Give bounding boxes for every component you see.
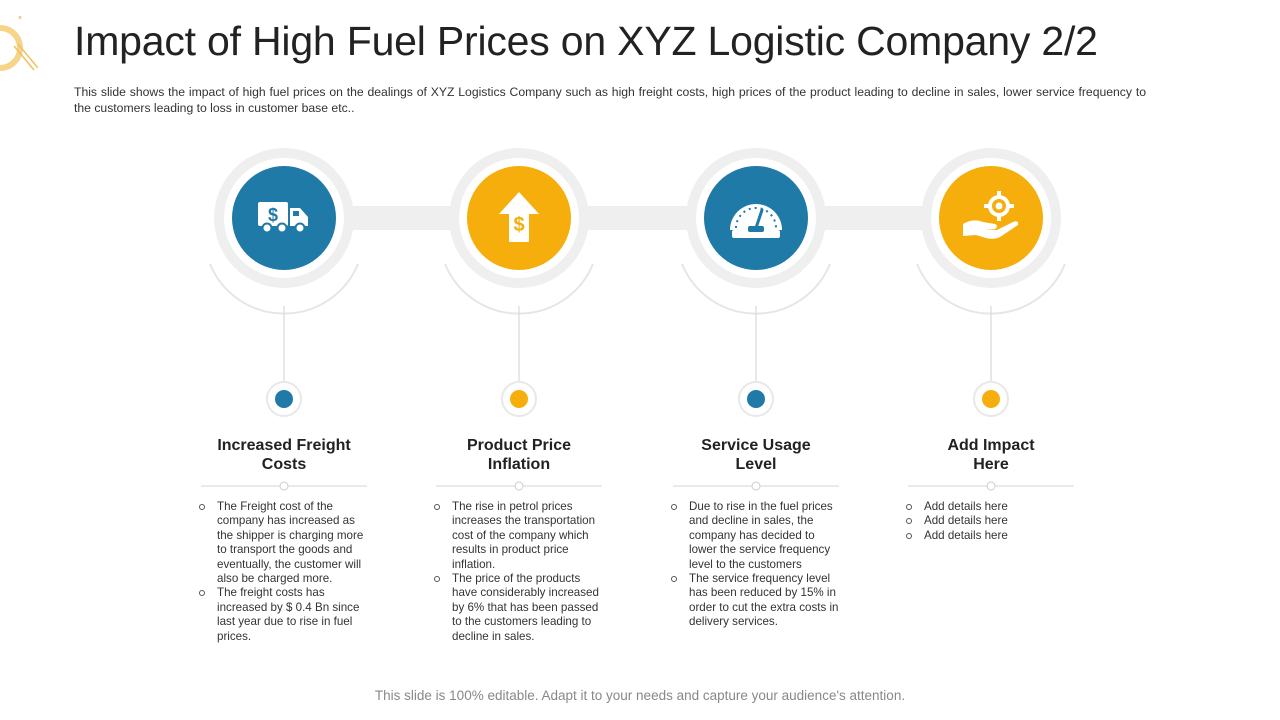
svg-text:×: × — [18, 15, 22, 22]
impact-title: Product Price Inflation — [466, 437, 572, 473]
impact-title: Add Impact Here — [947, 437, 1035, 473]
gauge-badge — [704, 166, 808, 270]
impact-column: Service Usage Level Due to rise in the fu… — [671, 436, 841, 628]
svg-text:$: $ — [513, 214, 524, 236]
decorative-ring-icon: × — [0, 15, 38, 71]
truck-dollar-icon: $ — [252, 186, 316, 250]
marker-ring — [738, 381, 774, 417]
arc-decoration — [916, 263, 1066, 315]
underline-node — [986, 481, 996, 491]
impact-bullets: Due to rise in the fuel prices and decli… — [671, 500, 841, 630]
marker-dot — [510, 390, 528, 408]
marker-dot — [275, 390, 293, 408]
impact-column: Add Impact Here Add details here Add detai… — [906, 436, 1076, 542]
underline-node — [514, 481, 524, 491]
page-title: Impact of High Fuel Prices on XYZ Logist… — [74, 18, 1098, 64]
marker-dot — [982, 390, 1000, 408]
bullet-item: Add details here — [906, 500, 1008, 514]
marker-dot — [747, 390, 765, 408]
bullet-item: The freight costs has increased by $ 0.4… — [199, 586, 369, 644]
gauge-icon — [724, 186, 788, 250]
impact-column: Product Price Inflation The rise in petro… — [434, 436, 604, 643]
truck-dollar-badge: $ — [232, 166, 336, 270]
bullet-item: The Freight cost of the company has incr… — [199, 500, 369, 586]
marker-ring — [266, 381, 302, 417]
footer-note: This slide is 100% editable. Adapt it to… — [374, 688, 906, 703]
arc-decoration — [444, 263, 594, 315]
bullet-item: Due to rise in the fuel prices and decli… — [671, 500, 841, 572]
bullet-item: Add details here — [906, 514, 1008, 528]
marker-ring — [973, 381, 1009, 417]
underline-node — [279, 481, 289, 491]
impact-title: Service Usage Level — [701, 437, 811, 473]
page-subtitle: This slide shows the impact of high fuel… — [74, 85, 1146, 115]
underline-node — [751, 481, 761, 491]
svg-text:$: $ — [268, 205, 278, 225]
impact-bullets: Add details here Add details here Add deta… — [906, 500, 1008, 543]
impact-bullets: The rise in petrol prices increases the … — [434, 500, 604, 644]
price-up-arrow-icon: $ — [487, 186, 551, 250]
bullet-item: The service frequency level has been red… — [671, 572, 841, 630]
impact-bullets: The Freight cost of the company has incr… — [199, 500, 369, 644]
bullet-item: The rise in petrol prices increases the … — [434, 500, 604, 572]
band-connector — [284, 206, 991, 230]
hand-gear-badge — [939, 166, 1043, 270]
marker-ring — [501, 381, 537, 417]
price-up-arrow-badge: $ — [467, 166, 571, 270]
bullet-item: Add details here — [906, 529, 1008, 543]
impact-title: Increased Freight Costs — [217, 437, 351, 473]
impact-column: Increased Freight Costs The Freight cost … — [199, 436, 369, 643]
arc-decoration — [681, 263, 831, 315]
hand-gear-icon — [959, 186, 1023, 250]
arc-decoration — [209, 263, 359, 315]
bullet-item: The price of the products have considera… — [434, 572, 604, 644]
